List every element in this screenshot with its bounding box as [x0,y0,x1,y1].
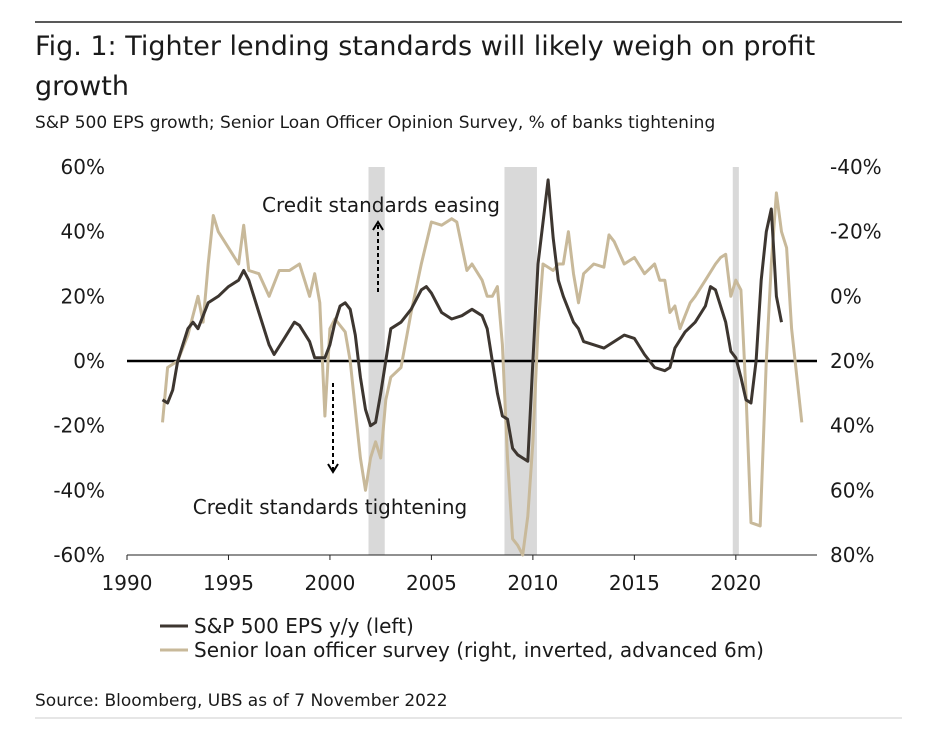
y2-tick-label: 80% [830,543,874,567]
annotation: Credit standards tightening [193,495,468,519]
y-tick-label: 20% [61,284,105,308]
y2-tick-label: 20% [830,349,874,373]
y2-tick-label: -20% [830,220,882,244]
subtitle: S&P 500 EPS growth; Senior Loan Officer … [35,113,715,133]
y2-tick-label: 0% [830,284,862,308]
legend-label: S&P 500 EPS y/y (left) [194,614,414,638]
y2-tick-label: -40% [830,155,882,179]
y-tick-label: 0% [73,349,105,373]
annotation: Credit standards easing [262,193,500,217]
y-tick-label: -60% [53,543,105,567]
y2-tick-label: 40% [830,414,874,438]
series-line [161,178,783,463]
x-tick-label: 1990 [102,571,153,595]
chart-title: Fig. 1: Tighter lending standards will l… [35,31,815,102]
source: Source: Bloomberg, UBS as of 7 November … [35,691,448,711]
x-tick-label: 2020 [710,571,761,595]
x-tick-label: 2000 [304,571,355,595]
x-tick-label: 2005 [406,571,457,595]
arrow-head [327,463,339,474]
y-tick-label: 40% [61,220,105,244]
series-line [161,191,804,557]
x-tick-label: 2015 [609,571,660,595]
x-tick-label: 1995 [203,571,254,595]
y-tick-label: 60% [61,155,105,179]
y-tick-label: -20% [53,414,105,438]
y-tick-label: -40% [53,478,105,502]
x-tick-label: 2010 [507,571,558,595]
legend-label: Senior loan officer survey (right, inver… [194,638,764,662]
arrow-head [372,220,384,231]
y2-tick-label: 60% [830,478,874,502]
